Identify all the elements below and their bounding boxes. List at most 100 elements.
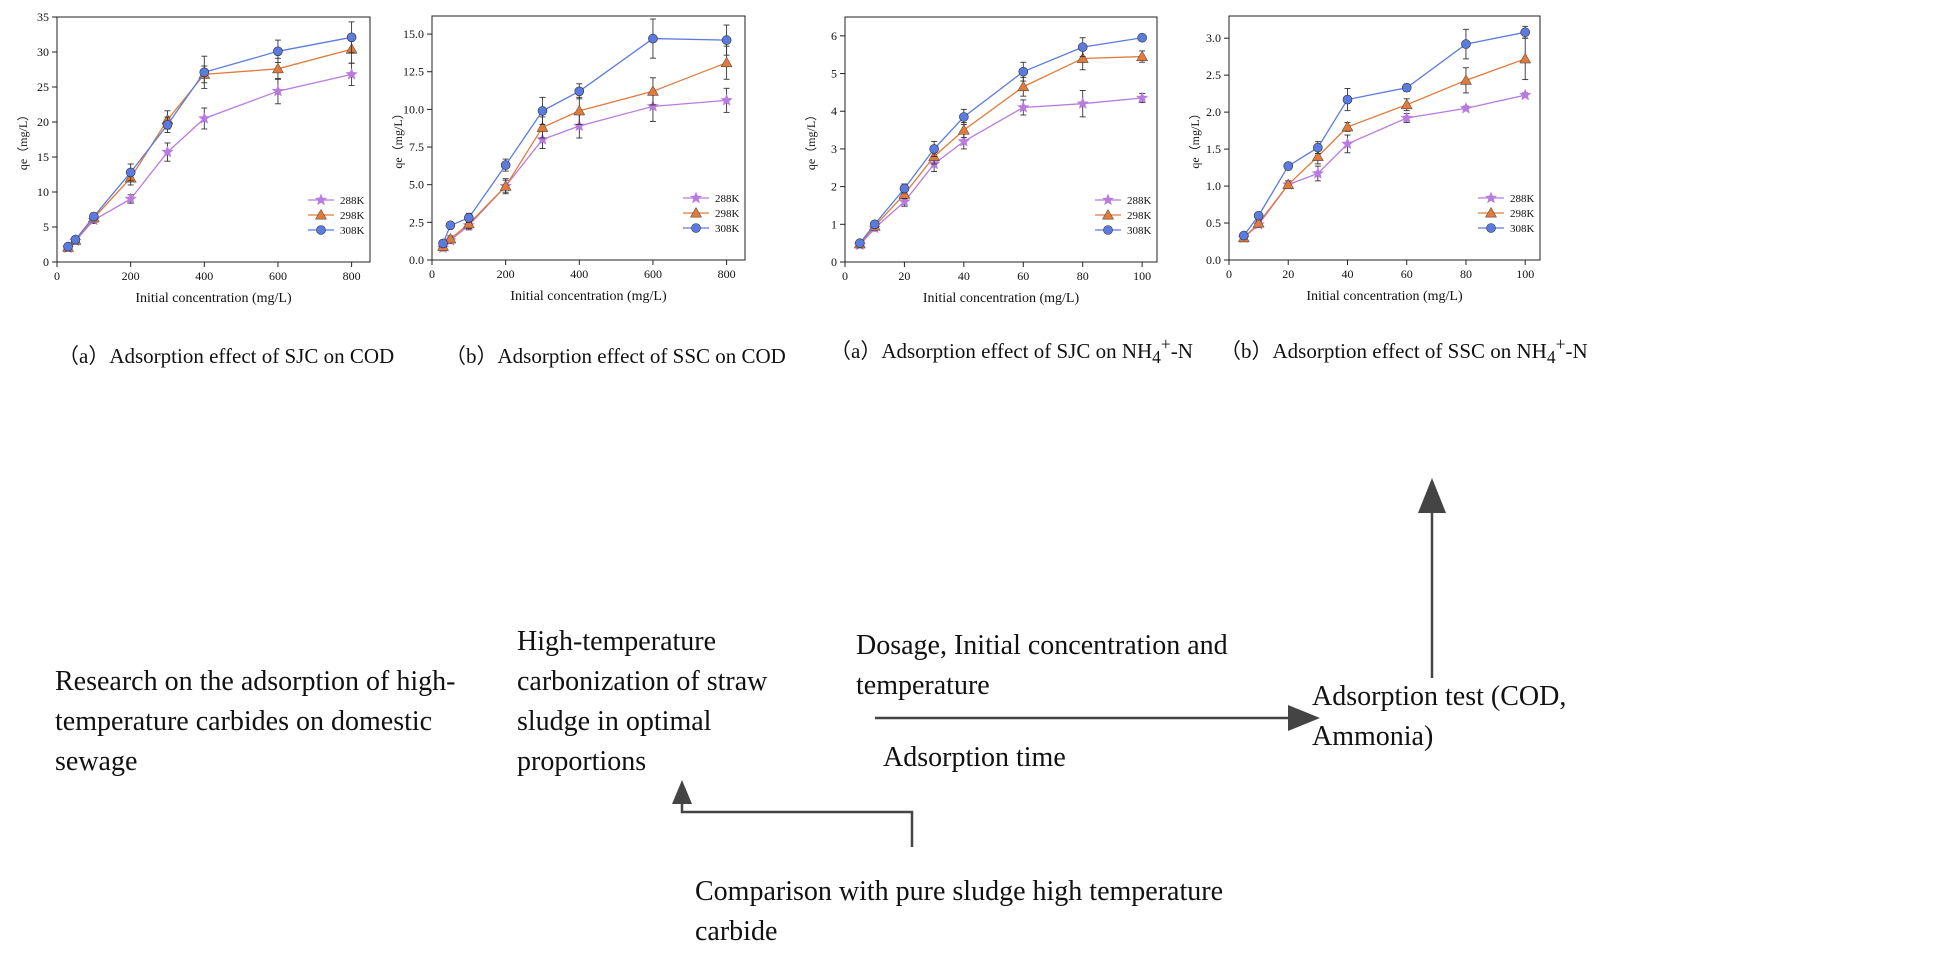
chart-ssc-nh4-plot: 0 20 40 60 80 100 0.0 0.5 1.0 1.5 2.0 2.5 3.0 Initial… — [1188, 15, 1541, 304]
data-point-308K — [1313, 142, 1323, 153]
legend-label-298K: 298K — [340, 210, 365, 222]
series-line-308K — [67, 36, 352, 248]
y-tick-label: 1.0 — [1206, 179, 1221, 193]
data-point-288K — [957, 134, 971, 147]
legend-label-288K: 288K — [715, 193, 740, 205]
data-point-308K — [500, 160, 511, 170]
data-point-308K — [1401, 82, 1412, 93]
legend-marker-308K — [316, 225, 326, 235]
legend-marker-308K — [1103, 225, 1113, 235]
data-point-298K — [647, 85, 659, 96]
x-tick-label: 20 — [898, 269, 910, 283]
chart-sjc-cod-plot: 0 200 400 600 800 0 5 10 15 20 25 30 35 Initial conce… — [16, 10, 371, 306]
data-point-298K — [272, 62, 284, 74]
chart-sjc-nh4-plot: 0 20 40 60 80 100 0 1 2 3 4 5 6 Initial concentration… — [804, 16, 1158, 306]
data-point-298K — [1311, 150, 1324, 161]
data-point-308K — [1077, 42, 1088, 52]
chart-sjc-nh4: 0 20 40 60 80 100 0 1 2 3 4 5 6 Initial concentration… — [785, 0, 1255, 367]
series-line-298K — [859, 55, 1143, 245]
y-axis-label: qe（mg/L） — [1188, 107, 1202, 168]
legend-marker-288K — [1484, 191, 1498, 204]
data-point-288K — [1400, 111, 1413, 124]
data-point-308K — [721, 35, 732, 45]
legend-marker-298K — [315, 208, 327, 220]
y-tick-label: 3 — [831, 142, 837, 156]
data-point-288K — [1341, 137, 1354, 150]
plot-frame — [844, 16, 1158, 263]
x-tick-label: 20 — [1282, 267, 1294, 281]
y-tick-label: 15 — [37, 150, 49, 164]
legend-label-308K: 308K — [1510, 223, 1535, 235]
chart-sjc-cod-title: （a）Adsorption effect of SJC on COD — [58, 344, 395, 368]
legend-label-298K: 298K — [715, 208, 740, 220]
data-point-308K — [1342, 94, 1353, 105]
x-tick-label: 100 — [1133, 269, 1151, 283]
dosage-label: Dosage, Initial concentration and temper… — [856, 630, 1228, 701]
y-tick-label: 10.0 — [403, 102, 424, 116]
legend-marker-298K — [690, 206, 702, 218]
x-tick-label: 60 — [1401, 267, 1413, 281]
data-point-308K — [1520, 27, 1530, 38]
data-point-288K — [1459, 101, 1473, 114]
data-point-308K — [346, 32, 357, 43]
series-line-308K — [859, 37, 1143, 244]
legend-label-288K: 288K — [340, 195, 365, 207]
x-tick-label: 0 — [54, 269, 60, 283]
data-point-308K — [648, 33, 658, 44]
data-point-298K — [720, 56, 733, 68]
legend-label-308K: 308K — [1127, 225, 1152, 237]
y-tick-label: 5 — [831, 67, 837, 81]
series-line-288K — [442, 99, 727, 249]
legend-marker-288K — [314, 193, 328, 206]
legend-label-288K: 288K — [1127, 195, 1152, 207]
data-point-298K — [573, 104, 586, 116]
x-tick-label: 600 — [269, 269, 287, 283]
data-point-298K — [957, 124, 970, 135]
data-point-298K — [1341, 120, 1354, 132]
chart-ssc-nh4-title: （b）Adsorption effect of SSC on NH4+-N — [1220, 334, 1588, 368]
data-point-288K — [536, 132, 549, 145]
chart-ssc-cod-title: （b）Adsorption effect of SSC on COD — [445, 344, 786, 368]
y-tick-label: 25 — [37, 80, 49, 94]
arrow-head-to-charts — [1418, 478, 1446, 513]
data-point-308K — [1239, 230, 1249, 241]
series-line-288K — [859, 97, 1143, 246]
x-tick-label: 600 — [644, 267, 662, 281]
y-tick-label: 2.5 — [409, 215, 424, 229]
data-point-308K — [63, 241, 73, 252]
data-point-298K — [1252, 217, 1265, 228]
data-point-288K — [1135, 91, 1149, 104]
data-point-308K — [1137, 32, 1147, 43]
data-point-298K — [462, 217, 475, 229]
y-tick-label: 5.0 — [409, 178, 424, 192]
data-point-298K — [1076, 52, 1089, 63]
y-tick-label: 4 — [831, 104, 837, 118]
data-point-308K — [537, 106, 548, 116]
data-point-308K — [855, 238, 865, 248]
y-tick-label: 15.0 — [403, 27, 424, 41]
data-point-288K — [1017, 100, 1030, 113]
y-tick-label: 0.0 — [409, 253, 424, 267]
data-point-308K — [959, 112, 969, 122]
chart-ssc-cod: 0 200 400 600 800 0.0 2.5 5.0 7.5 10.0 12.5 15.0 Ini… — [385, 0, 855, 368]
series-line-308K — [1243, 31, 1526, 236]
series-line-298K — [442, 62, 727, 247]
y-tick-label: 20 — [37, 115, 49, 129]
y-tick-label: 1 — [831, 217, 837, 231]
y-tick-label: 5 — [43, 220, 49, 234]
legend-label-298K: 298K — [1127, 210, 1152, 222]
data-point-298K — [536, 121, 549, 132]
data-point-308K — [1461, 39, 1471, 49]
chart-ssc-nh4: 0 20 40 60 80 100 0.0 0.5 1.0 1.5 2.0 2.5 3.0 Initial… — [1180, 0, 1650, 367]
data-point-308K — [125, 167, 136, 178]
y-tick-label: 2.5 — [1206, 68, 1221, 82]
x-axis-label: Initial concentration (mg/L) — [1306, 289, 1463, 304]
legend-marker-308K — [1486, 223, 1496, 233]
chart-sjc-nh4-title: （a）Adsorption effect of SJC on NH4+-N — [830, 334, 1193, 368]
x-tick-label: 0 — [1226, 267, 1232, 281]
x-tick-label: 0 — [429, 267, 435, 281]
y-axis-label: qe（mg/L） — [804, 109, 818, 170]
arrow-head-to-test — [1288, 705, 1320, 731]
x-axis-label: Initial concentration (mg/L) — [923, 291, 1080, 306]
